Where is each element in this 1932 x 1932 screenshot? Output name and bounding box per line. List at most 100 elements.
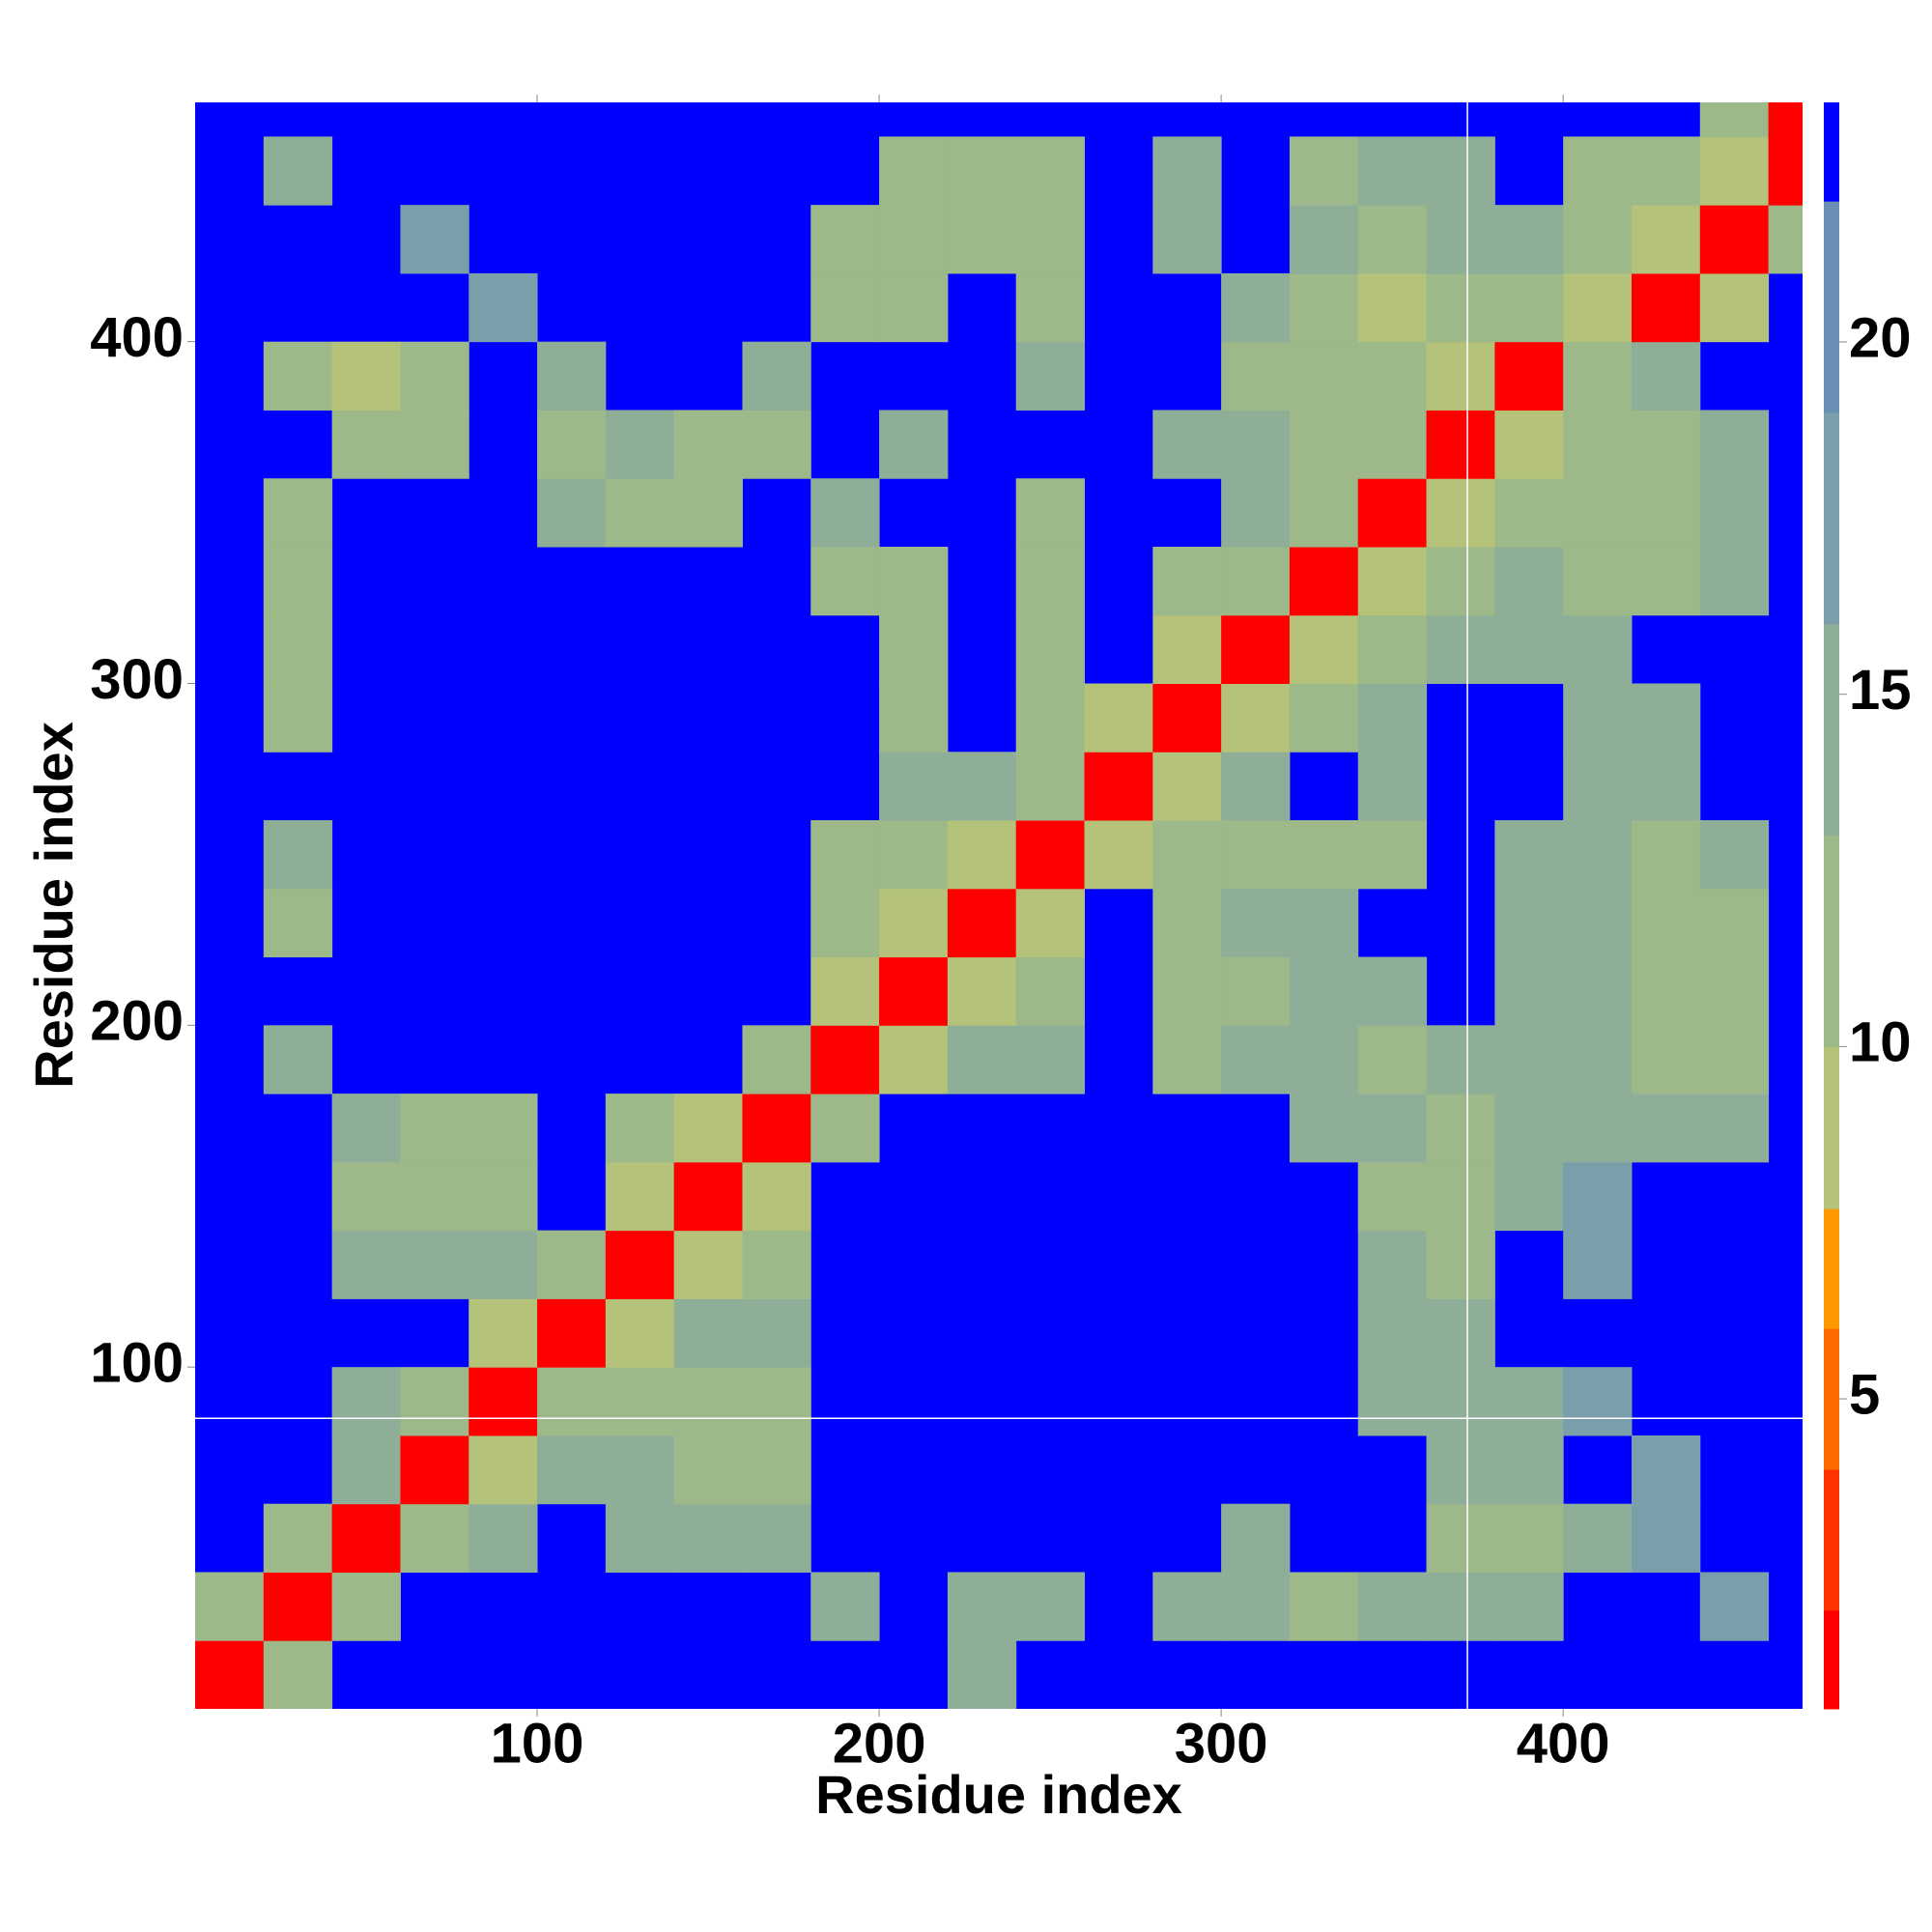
heatmap-cell [1289,820,1359,890]
heatmap-cell [1563,1230,1633,1299]
heatmap-cell [1289,683,1359,753]
heatmap-cell [1563,614,1633,685]
heatmap-cell [1289,205,1359,274]
heatmap-cell [742,1025,811,1094]
heatmap-cell [1563,683,1633,753]
colorbar-band [1824,623,1839,837]
heatmap-cell [1563,1094,1633,1163]
heatmap-cell [1152,888,1222,958]
heatmap-cell [742,1161,811,1232]
heatmap-cell [469,1161,538,1232]
heatmap-cell [263,1640,333,1709]
heatmap-cell [1221,956,1291,1026]
heatmap-cell [879,272,949,343]
heatmap-cell [1494,410,1564,479]
heatmap-cell [263,820,333,890]
heatmap-cell [537,1298,607,1368]
heatmap-cells [195,102,1803,1709]
x-tick-label: 100 [491,1712,584,1775]
heatmap-cell [1494,1435,1564,1505]
heatmap-cell [1357,614,1428,685]
heatmap-cell [263,1025,333,1094]
heatmap-cell [331,410,401,479]
colorbar-band [1824,835,1839,1047]
heatmap-cell [1494,272,1564,343]
heatmap-cell [1357,1094,1428,1163]
heatmap-cell [1699,820,1770,890]
heatmap-cell [1631,888,1701,958]
heatmap-cell [673,1230,743,1299]
heatmap-cell [1426,136,1495,206]
heatmap-cell [879,683,949,753]
heatmap-cell [1015,478,1086,548]
heatmap-cell [400,1094,469,1163]
heatmap-cell [1221,478,1291,548]
heatmap-cell [1152,956,1222,1026]
heatmap-cell [1015,136,1086,206]
heatmap-cell [1563,1025,1633,1094]
heatmap-cell [673,1298,743,1368]
heatmap-cell [1015,752,1086,821]
heatmap-cell [1015,888,1086,958]
heatmap-cell [810,1094,880,1163]
heatmap-cell [469,1094,538,1163]
heatmap-cell [947,205,1017,274]
heatmap-cell [263,1572,333,1641]
heatmap-cell [1494,1367,1564,1436]
heatmap-cell [1357,546,1428,616]
heatmap-cell [673,478,743,548]
heatmap-cell [1015,341,1086,411]
heatmap-cell [1631,1094,1701,1163]
heatmap-cell [810,272,880,343]
heatmap-cell [605,1298,675,1368]
heatmap-cell [879,820,949,890]
heatmap-cell [263,614,333,685]
heatmap-cell [1357,410,1428,479]
heatmap-cell [1357,1230,1428,1299]
heatmap-cell [1221,272,1291,343]
heatmap-cell [605,1367,675,1436]
heatmap-cell [1631,1435,1701,1505]
x-tick-label: 200 [833,1712,926,1775]
y-tick-label: 400 [90,306,184,369]
heatmap-cell [1563,1503,1633,1573]
heatmap-cell [1289,956,1359,1026]
heatmap-cell [742,1367,811,1436]
heatmap-cell [1563,478,1633,548]
heatmap-cell [1152,820,1222,890]
heatmap-cell [1563,888,1633,958]
heatmap-cell [1699,956,1770,1026]
heatmap-cell [1631,205,1701,274]
heatmap-cell [1357,341,1428,411]
heatmap-cell [1699,205,1770,274]
heatmap-cell [1699,272,1770,343]
heatmap-cell [1494,1094,1564,1163]
heatmap-cell [537,1367,607,1436]
heatmap-cell [400,1367,469,1436]
heatmap-cell [605,478,675,548]
heatmap-cell [469,1298,538,1368]
heatmap-cell [1426,478,1495,548]
heatmap-cell [1221,752,1291,821]
heatmap-cell [1631,683,1701,753]
heatmap-cell [1494,1503,1564,1573]
heatmap-cell [1152,683,1222,753]
heatmap-cell [810,205,880,274]
heatmap-cell [1289,272,1359,343]
heatmap-cell [1015,820,1086,890]
heatmap-cell [810,1572,880,1641]
heatmap-cell [400,1435,469,1505]
heatmap-cell [1699,102,1770,137]
heatmap-cell [537,1435,607,1505]
heatmap-cell [1494,1161,1564,1232]
heatmap-cell [1152,752,1222,821]
heatmap-cell [1494,614,1564,685]
heatmap-cell [400,1230,469,1299]
heatmap-cell [879,888,949,958]
heatmap-cell [1631,546,1701,616]
heatmap-cell [742,1435,811,1505]
heatmap-cell [263,136,333,206]
heatmap-cell [1015,683,1086,753]
heatmap-cell [1699,136,1770,206]
